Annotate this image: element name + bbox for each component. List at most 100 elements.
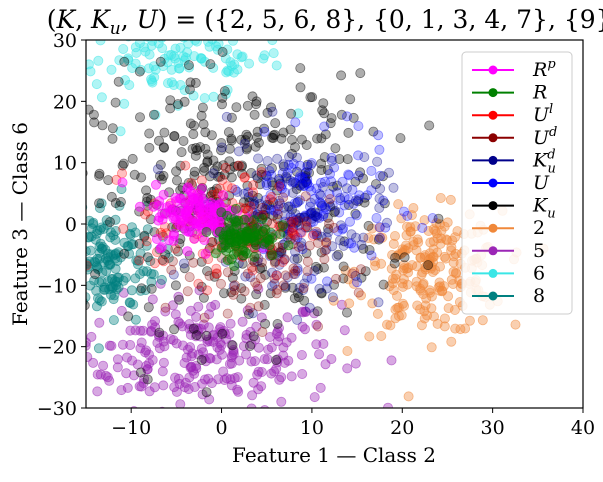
data-point [339, 325, 350, 336]
data-point [318, 338, 329, 349]
data-point [300, 191, 311, 202]
data-point [272, 354, 283, 365]
legend-label: U [533, 172, 550, 194]
data-point [203, 40, 214, 47]
data-point [190, 150, 201, 161]
data-point [374, 144, 385, 155]
data-point [188, 257, 199, 268]
data-point [222, 255, 233, 266]
data-point [334, 193, 345, 204]
data-point [323, 197, 334, 208]
data-point [241, 248, 252, 259]
data-point [316, 247, 327, 258]
data-point [167, 300, 178, 311]
data-point [306, 158, 317, 169]
data-point [389, 230, 400, 241]
data-point [257, 326, 268, 337]
data-point [190, 142, 201, 153]
data-point [100, 370, 111, 381]
data-point [301, 139, 312, 150]
data-point [416, 320, 427, 331]
data-point [136, 381, 147, 392]
data-point [315, 198, 326, 209]
data-point [292, 314, 303, 325]
data-point [228, 344, 239, 355]
data-point [443, 303, 454, 314]
data-point [348, 278, 359, 289]
data-point [226, 287, 237, 298]
data-point [247, 91, 258, 102]
data-point [119, 56, 130, 67]
data-point [197, 347, 208, 358]
data-point [334, 153, 345, 164]
data-point [212, 342, 223, 353]
legend-label: 2 [533, 217, 545, 239]
data-point [165, 103, 176, 114]
data-point [288, 229, 299, 240]
data-point [242, 100, 253, 111]
data-point [227, 272, 238, 283]
y-tick-label: 10 [53, 153, 77, 175]
data-point [182, 286, 193, 297]
data-point [241, 144, 252, 155]
data-point [351, 277, 362, 288]
data-point [241, 129, 252, 140]
data-point [199, 165, 210, 176]
data-point [91, 301, 102, 312]
data-point [292, 288, 303, 299]
data-point [202, 156, 213, 167]
legend-marker [488, 291, 498, 301]
series-r-p [117, 177, 268, 259]
data-point [157, 366, 168, 377]
data-point [259, 50, 270, 61]
data-point [426, 342, 437, 353]
data-point [372, 156, 383, 167]
data-point [311, 226, 322, 237]
data-point [300, 168, 311, 179]
data-point [322, 165, 333, 176]
data-point [211, 268, 222, 279]
data-point [307, 92, 318, 103]
data-point [276, 179, 287, 190]
data-point [122, 382, 133, 393]
data-point [95, 224, 106, 235]
data-point [323, 227, 334, 238]
data-point [296, 237, 307, 248]
data-point [290, 265, 301, 276]
data-point [340, 265, 351, 276]
data-point [226, 112, 237, 123]
data-point [399, 252, 410, 263]
data-point [294, 160, 305, 171]
data-point [269, 273, 280, 284]
data-point [291, 183, 302, 194]
data-point [134, 268, 145, 279]
data-point [262, 155, 273, 166]
data-point [281, 171, 292, 182]
data-point [316, 288, 327, 299]
data-point [139, 373, 150, 384]
data-point [356, 239, 367, 250]
data-point [89, 117, 100, 128]
data-point [142, 192, 153, 203]
data-point [280, 187, 291, 198]
data-point [182, 205, 193, 216]
data-point [202, 157, 213, 168]
data-point [284, 151, 295, 162]
data-point [196, 354, 207, 365]
data-point [236, 134, 247, 145]
data-point [238, 197, 249, 208]
data-point [298, 282, 309, 293]
data-point [403, 267, 414, 278]
data-point [69, 251, 78, 260]
data-point [232, 236, 243, 247]
data-point [253, 301, 264, 312]
data-point [134, 112, 145, 123]
data-point [117, 177, 128, 188]
data-point [144, 49, 155, 60]
data-point [288, 222, 299, 233]
data-point [213, 171, 224, 182]
data-point [195, 142, 206, 153]
data-point [147, 354, 158, 365]
data-point [86, 223, 97, 234]
data-point [374, 222, 385, 233]
